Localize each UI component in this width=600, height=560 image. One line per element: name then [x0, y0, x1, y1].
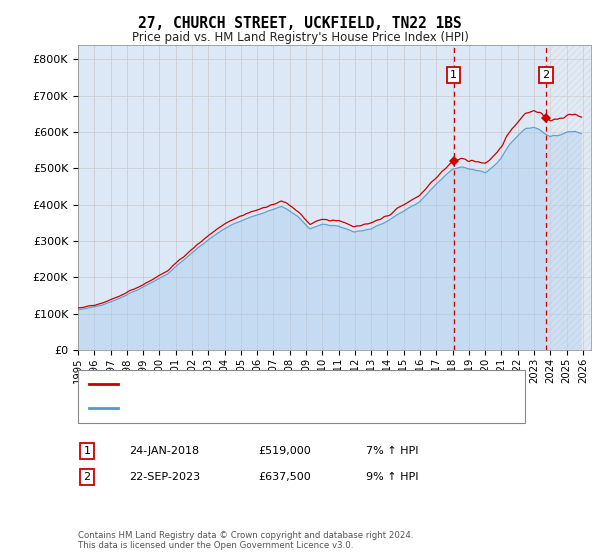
Text: 22-SEP-2023: 22-SEP-2023 [129, 472, 200, 482]
Text: 24-JAN-2018: 24-JAN-2018 [129, 446, 199, 456]
Text: 27, CHURCH STREET, UCKFIELD, TN22 1BS: 27, CHURCH STREET, UCKFIELD, TN22 1BS [138, 16, 462, 31]
Polygon shape [546, 45, 591, 350]
Text: 2: 2 [542, 71, 550, 80]
Text: Contains HM Land Registry data © Crown copyright and database right 2024.
This d: Contains HM Land Registry data © Crown c… [78, 530, 413, 550]
Text: £519,000: £519,000 [258, 446, 311, 456]
Text: 2: 2 [83, 472, 91, 482]
Text: 7% ↑ HPI: 7% ↑ HPI [366, 446, 419, 456]
Text: Price paid vs. HM Land Registry's House Price Index (HPI): Price paid vs. HM Land Registry's House … [131, 31, 469, 44]
Text: 27, CHURCH STREET, UCKFIELD, TN22 1BS (detached house): 27, CHURCH STREET, UCKFIELD, TN22 1BS (d… [123, 380, 439, 390]
Text: 1: 1 [450, 71, 457, 80]
Text: £637,500: £637,500 [258, 472, 311, 482]
Text: 1: 1 [83, 446, 91, 456]
Text: 9% ↑ HPI: 9% ↑ HPI [366, 472, 419, 482]
Text: HPI: Average price, detached house, Wealden: HPI: Average price, detached house, Weal… [123, 403, 361, 413]
